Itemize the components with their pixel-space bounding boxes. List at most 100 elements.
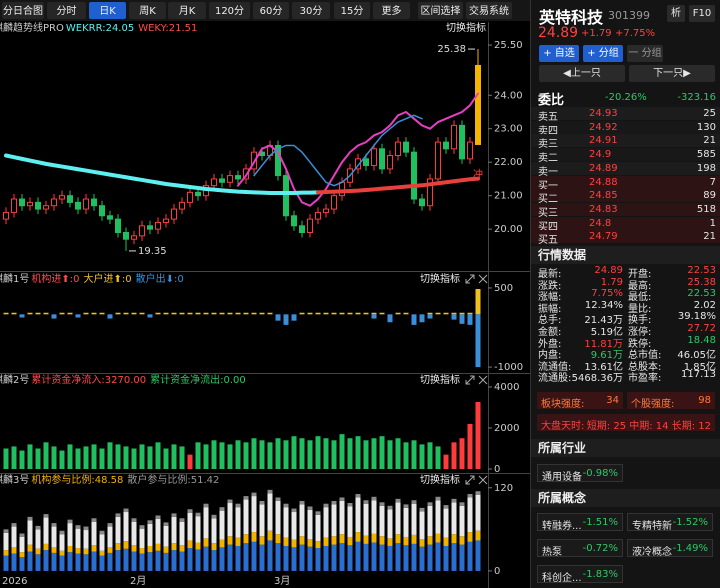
tag[interactable]: 液冷概念 -1.49% xyxy=(627,539,713,558)
toolbar-button[interactable] xyxy=(418,2,463,19)
bar-segment xyxy=(35,529,41,549)
toolbar-button[interactable] xyxy=(2,2,44,19)
toolbar-button[interactable] xyxy=(334,2,370,19)
toolbar-button[interactable] xyxy=(89,2,126,19)
expand-icon[interactable] xyxy=(465,375,475,385)
candle-body xyxy=(411,151,417,200)
bar-segment xyxy=(251,541,257,571)
order-label: 买一 xyxy=(538,180,558,192)
candle-body xyxy=(387,155,393,170)
toolbar-label[interactable]: 周K xyxy=(139,5,156,17)
group-button[interactable]: + 分组 xyxy=(583,45,623,62)
bar xyxy=(411,314,417,325)
toolbar-label[interactable]: 分时 xyxy=(57,5,77,17)
tag[interactable]: 专精特新 -1.52% xyxy=(627,513,713,532)
order-row: 买一 24.88 7 xyxy=(531,175,720,192)
bar-segment xyxy=(355,541,361,571)
bar xyxy=(155,442,161,469)
toolbar-button[interactable] xyxy=(47,2,86,19)
bar-segment xyxy=(99,550,105,556)
bar-segment xyxy=(227,503,233,537)
bar xyxy=(35,312,41,315)
toolbar-button[interactable] xyxy=(168,2,206,19)
toolbar-button[interactable] xyxy=(466,2,512,19)
next-button[interactable]: 下一只▶ xyxy=(629,65,715,82)
bar-segment xyxy=(67,552,73,571)
bar-segment xyxy=(83,554,89,571)
bar xyxy=(147,446,153,469)
toolbar-label[interactable]: 月K xyxy=(179,5,196,17)
expand-icon[interactable] xyxy=(465,475,475,485)
bar-segment xyxy=(3,550,9,556)
order-volume: 585 xyxy=(696,149,716,161)
bar-segment xyxy=(211,514,217,519)
switch-indicator[interactable]: 切换指标 xyxy=(420,373,460,386)
bar-segment xyxy=(267,489,273,494)
indicator-line xyxy=(4,153,320,196)
indicator-name: 麒麟3号 xyxy=(0,473,29,486)
tag[interactable]: 转融券... -1.51% xyxy=(537,513,623,532)
bar-segment xyxy=(323,507,329,538)
toolbar-label[interactable]: 更多 xyxy=(382,4,402,17)
bar-segment xyxy=(419,507,425,512)
bar-segment xyxy=(299,536,305,545)
candle-body xyxy=(19,198,25,207)
bar-segment xyxy=(155,515,161,519)
toolbar-label[interactable]: 120分 xyxy=(215,5,244,17)
bar-segment xyxy=(163,525,169,547)
candle-body xyxy=(235,175,241,180)
toolbar-label[interactable]: 30分 xyxy=(300,5,323,17)
toolbar-label[interactable]: 60分 xyxy=(260,5,283,17)
bar xyxy=(203,444,209,469)
bar-segment xyxy=(11,526,17,548)
tag[interactable]: 热泵 -0.72% xyxy=(537,539,623,558)
ungroup-button[interactable]: 一 分组 xyxy=(627,45,663,62)
quote-label: 流通股: xyxy=(538,373,572,385)
toolbar-label[interactable]: 区间选择 xyxy=(421,4,461,17)
toolbar-button[interactable] xyxy=(292,2,330,19)
watch-button[interactable]: + 自选 xyxy=(539,45,579,62)
bar-segment xyxy=(411,503,417,535)
switch-indicator[interactable]: 切换指标 xyxy=(420,272,460,285)
tag[interactable]: 通用设备 -0.98% xyxy=(537,464,623,483)
expand-icon[interactable] xyxy=(465,274,475,284)
bar-segment xyxy=(475,530,481,541)
toolbar-button[interactable] xyxy=(373,2,410,19)
bar-segment xyxy=(435,542,441,571)
bar xyxy=(259,440,265,469)
order-diff: -323.16 xyxy=(677,92,716,103)
quote-value: 46.05亿 xyxy=(677,350,716,362)
close-icon[interactable] xyxy=(478,274,488,284)
prev-button[interactable]: ◀上一只 xyxy=(539,65,625,82)
toolbar-button[interactable] xyxy=(253,2,289,19)
toolbar-label[interactable]: 交易系统 xyxy=(469,4,509,17)
tag-change: -0.98% xyxy=(582,468,618,479)
tool-button[interactable]: F10 xyxy=(689,5,715,22)
candle-body xyxy=(83,198,89,210)
bar xyxy=(67,312,73,315)
bar-segment xyxy=(75,528,81,549)
toolbar-button[interactable] xyxy=(129,2,166,19)
toolbar-button[interactable] xyxy=(209,2,250,19)
close-icon[interactable] xyxy=(478,475,488,485)
bar-segment xyxy=(403,504,409,508)
bar-segment xyxy=(19,536,25,553)
toolbar-label[interactable]: 15分 xyxy=(341,5,364,17)
candle-body xyxy=(155,221,161,230)
bar xyxy=(59,312,65,315)
switch-indicator[interactable]: 切换指标 xyxy=(420,473,460,486)
tag[interactable]: 科创企... -1.83% xyxy=(537,565,623,584)
tool-button[interactable]: 析 xyxy=(667,5,685,22)
indicator-value: WEKY:21.51 xyxy=(138,23,197,34)
close-icon[interactable] xyxy=(478,375,488,385)
candle-body xyxy=(475,64,481,145)
bar-segment xyxy=(475,494,481,531)
bar-segment xyxy=(203,538,209,547)
bar xyxy=(267,442,273,469)
toolbar-label[interactable]: 日K xyxy=(99,6,116,17)
bar xyxy=(155,312,161,315)
bar-segment xyxy=(291,512,297,540)
switch-indicator[interactable]: 切换指标 xyxy=(446,21,486,34)
quote-label: 涨幅: xyxy=(538,292,562,304)
toolbar-label[interactable]: 分日合图 xyxy=(3,4,43,17)
